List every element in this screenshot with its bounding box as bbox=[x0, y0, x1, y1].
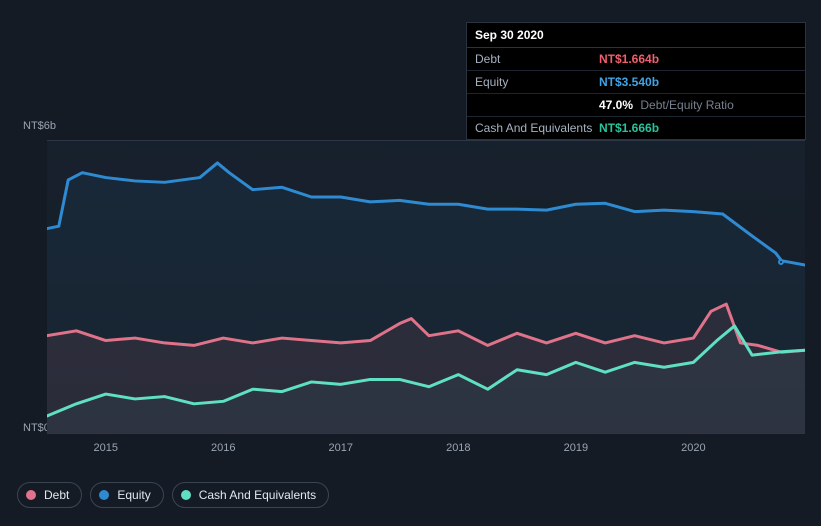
legend-label: Cash And Equivalents bbox=[199, 488, 316, 502]
tooltip-key bbox=[475, 98, 599, 112]
y-axis-top-label: NT$6b bbox=[23, 120, 56, 132]
tooltip-row: DebtNT$1.664b bbox=[467, 48, 805, 71]
tooltip-extra: Debt/Equity Ratio bbox=[637, 98, 734, 112]
tooltip-row: 47.0% Debt/Equity Ratio bbox=[467, 94, 805, 117]
x-tick-label: 2015 bbox=[94, 442, 118, 454]
plot-area[interactable] bbox=[47, 140, 805, 434]
x-tick-label: 2019 bbox=[564, 442, 588, 454]
legend-item-cash[interactable]: Cash And Equivalents bbox=[172, 482, 329, 508]
tooltip-date: Sep 30 2020 bbox=[467, 23, 805, 48]
tooltip-key: Equity bbox=[475, 75, 599, 89]
legend-item-equity[interactable]: Equity bbox=[90, 482, 163, 508]
equity-color-dot bbox=[99, 490, 109, 500]
debt-color-dot bbox=[26, 490, 36, 500]
x-axis-ticks: 2015 2016 2017 2018 2019 2020 bbox=[47, 442, 805, 460]
x-tick-label: 2020 bbox=[681, 442, 705, 454]
legend-item-debt[interactable]: Debt bbox=[17, 482, 82, 508]
x-tick-label: 2017 bbox=[329, 442, 353, 454]
x-tick-label: 2018 bbox=[446, 442, 470, 454]
tooltip-value: NT$3.540b bbox=[599, 75, 659, 89]
chart-area: NT$6b NT$0 2015 2016 2017 2018 2019 2020 bbox=[17, 120, 805, 460]
y-axis-bottom-label: NT$0 bbox=[23, 422, 50, 434]
tooltip-value: 47.0% Debt/Equity Ratio bbox=[599, 98, 734, 112]
x-tick-label: 2016 bbox=[211, 442, 235, 454]
tooltip-value: NT$1.664b bbox=[599, 52, 659, 66]
tooltip-key: Debt bbox=[475, 52, 599, 66]
legend: Debt Equity Cash And Equivalents bbox=[17, 482, 329, 508]
hover-marker bbox=[778, 259, 784, 265]
tooltip-row: EquityNT$3.540b bbox=[467, 71, 805, 94]
legend-label: Debt bbox=[44, 488, 69, 502]
legend-label: Equity bbox=[117, 488, 150, 502]
cash-color-dot bbox=[181, 490, 191, 500]
chart-container: Sep 30 2020 DebtNT$1.664bEquityNT$3.540b… bbox=[0, 0, 821, 526]
